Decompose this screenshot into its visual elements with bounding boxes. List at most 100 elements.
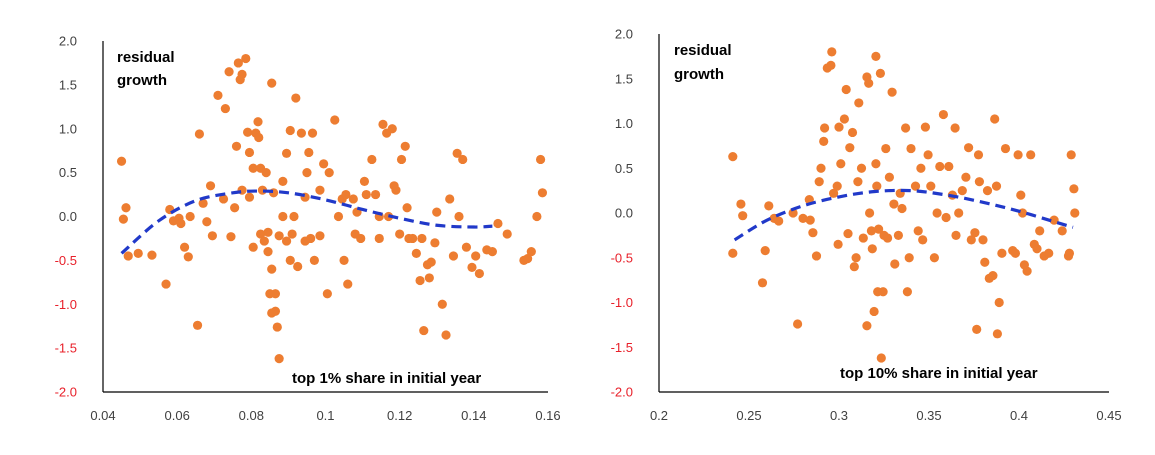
- data-point: [293, 261, 303, 272]
- data-point: [764, 201, 774, 211]
- data-point: [1066, 150, 1076, 160]
- data-point: [224, 67, 234, 77]
- x-tick-label: 0.4: [1010, 408, 1028, 423]
- data-point: [1070, 208, 1080, 218]
- data-point: [847, 127, 858, 138]
- data-point: [452, 148, 462, 158]
- data-point: [461, 242, 472, 252]
- data-point: [395, 229, 405, 239]
- data-point: [356, 233, 366, 244]
- data-point: [827, 47, 837, 57]
- data-point: [430, 238, 440, 248]
- data-point: [226, 232, 236, 242]
- y-axis-label-line2: growth: [674, 66, 724, 83]
- data-point: [978, 235, 988, 245]
- data-point: [183, 252, 193, 262]
- data-point: [856, 163, 867, 173]
- data-point: [1044, 248, 1054, 258]
- data-point: [205, 181, 216, 191]
- data-point: [932, 208, 942, 218]
- data-point: [315, 231, 325, 241]
- data-point: [387, 124, 397, 134]
- data-point: [537, 188, 548, 198]
- data-point: [244, 147, 255, 158]
- data-point: [834, 122, 844, 132]
- data-point: [361, 189, 371, 200]
- data-point: [851, 253, 861, 263]
- data-point: [307, 128, 318, 138]
- data-point: [966, 235, 976, 245]
- data-point: [532, 211, 542, 222]
- data-point: [954, 208, 964, 218]
- y-tick-label: 1.0: [59, 121, 77, 136]
- data-point: [213, 90, 223, 101]
- data-point: [367, 154, 377, 165]
- data-point: [230, 203, 240, 213]
- data-point: [957, 186, 967, 196]
- data-point: [400, 141, 410, 151]
- data-point: [474, 268, 484, 279]
- data-point: [359, 176, 370, 186]
- y-tick-label: -1.0: [611, 295, 633, 310]
- data-point: [1026, 150, 1036, 160]
- data-point: [918, 235, 928, 245]
- data-point: [839, 114, 850, 124]
- data-point: [244, 192, 255, 202]
- data-point: [267, 78, 277, 88]
- data-point: [757, 278, 768, 288]
- data-point: [270, 289, 281, 299]
- scatter-chart-1: 2.0 1.5 1.0 0.5 0.0 -0.5 -1.0 -1.5 -2.0 0.04 0.06 0…: [55, 34, 561, 424]
- data-point: [935, 161, 945, 172]
- x-tick-label: 0.3: [830, 408, 848, 423]
- data-point: [424, 273, 434, 283]
- trend-line: [733, 188, 1074, 242]
- data-point: [285, 125, 295, 136]
- x-tick-label: 0.04: [90, 408, 115, 423]
- data-point: [826, 60, 836, 70]
- data-point: [445, 194, 455, 204]
- data-point: [291, 93, 301, 103]
- data-point: [871, 159, 881, 169]
- data-point: [408, 233, 418, 244]
- data-point: [875, 68, 886, 78]
- data-point: [253, 117, 263, 127]
- data-point: [849, 262, 859, 272]
- y-tick-label: 2.0: [615, 27, 633, 42]
- data-point: [1057, 226, 1067, 236]
- data-point: [874, 224, 884, 234]
- y-tick-label: -0.5: [611, 250, 633, 265]
- data-point: [259, 236, 269, 246]
- x-tick-label: 0.45: [1096, 408, 1121, 423]
- data-point: [281, 236, 292, 246]
- data-point: [415, 275, 425, 286]
- data-point: [432, 207, 442, 217]
- data-point: [248, 163, 258, 173]
- data-point: [254, 132, 264, 143]
- data-point: [348, 194, 358, 204]
- x-tick-label: 0.16: [535, 408, 560, 423]
- data-point: [893, 230, 904, 240]
- data-point: [941, 212, 951, 223]
- data-point: [261, 168, 271, 178]
- data-point: [176, 218, 186, 229]
- y-axis-label-line1: residual: [674, 42, 732, 59]
- data-point: [820, 123, 830, 133]
- data-point: [426, 257, 436, 267]
- y-axis-label-line2: growth: [117, 72, 167, 89]
- data-point: [179, 242, 190, 252]
- data-point: [890, 259, 900, 269]
- data-point: [974, 177, 985, 187]
- data-point: [231, 141, 242, 151]
- data-point: [866, 226, 877, 236]
- data-point: [133, 248, 143, 258]
- data-point: [871, 51, 881, 61]
- data-point: [343, 279, 353, 289]
- data-point: [872, 181, 882, 191]
- data-point: [902, 287, 913, 297]
- data-point: [1000, 143, 1011, 154]
- data-point: [278, 211, 288, 222]
- data-point: [333, 211, 344, 222]
- data-point: [961, 172, 971, 182]
- y-tick-label: -1.5: [55, 341, 77, 356]
